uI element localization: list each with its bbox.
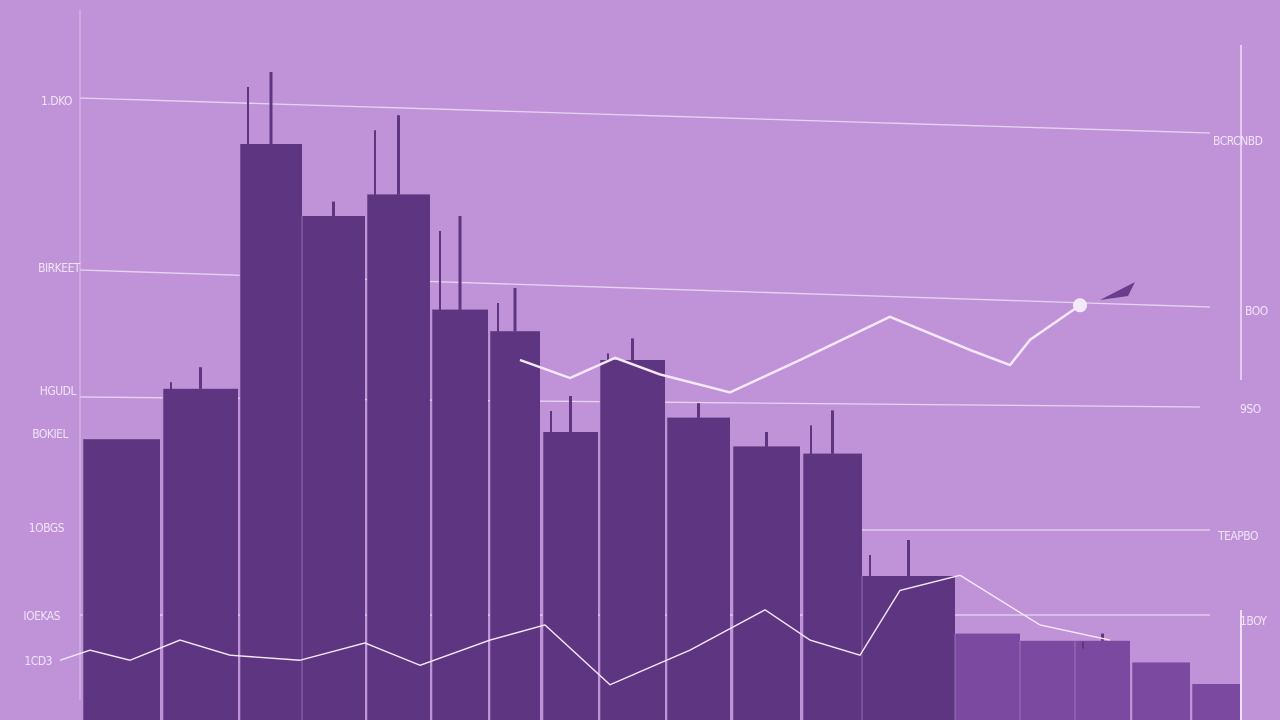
bar — [955, 633, 1020, 720]
left-tick-label: 1CD3 — [24, 654, 52, 668]
right-tick-label: 1BOY — [1240, 614, 1267, 628]
bar — [1192, 684, 1240, 720]
bar — [490, 331, 540, 720]
bar — [367, 194, 430, 720]
series-endpoint-marker — [1073, 298, 1087, 313]
series-line — [519, 304, 1081, 394]
series-lines — [59, 282, 1135, 686]
bar — [240, 144, 302, 720]
right-tick-label: 9SO — [1240, 402, 1261, 416]
arrow-marker — [1100, 282, 1135, 300]
bar — [733, 446, 800, 720]
left-tick-label: 1OBGS — [29, 521, 65, 535]
bar — [862, 576, 955, 720]
bar — [1020, 640, 1075, 720]
gridline — [79, 97, 1211, 134]
right-tick-label: BCRCNBD — [1213, 134, 1263, 148]
bar — [543, 432, 598, 720]
left-tick-label: HGUDL — [40, 384, 77, 398]
bar — [667, 417, 730, 720]
left-tick-label: BIRKEET — [38, 261, 81, 275]
bar — [163, 388, 238, 720]
left-tick-label: BOKIEL — [32, 427, 68, 441]
bar — [600, 360, 665, 720]
bar — [803, 453, 862, 720]
left-tick-label: 1.DKO — [41, 94, 72, 108]
bar — [302, 216, 365, 720]
right-tick-label: BOO — [1245, 304, 1268, 318]
left-tick-label: IOEKAS — [23, 609, 60, 623]
bars — [82, 72, 1240, 720]
series-line — [59, 574, 1111, 686]
bar — [1075, 640, 1130, 720]
right-tick-label: TEAPBO — [1217, 529, 1258, 543]
bar — [83, 439, 160, 720]
bar — [1132, 662, 1190, 720]
tick-labels: 1.DKO BIRKEET HGUDL BOKIEL 1OBGS IOEKAS … — [23, 94, 1268, 668]
